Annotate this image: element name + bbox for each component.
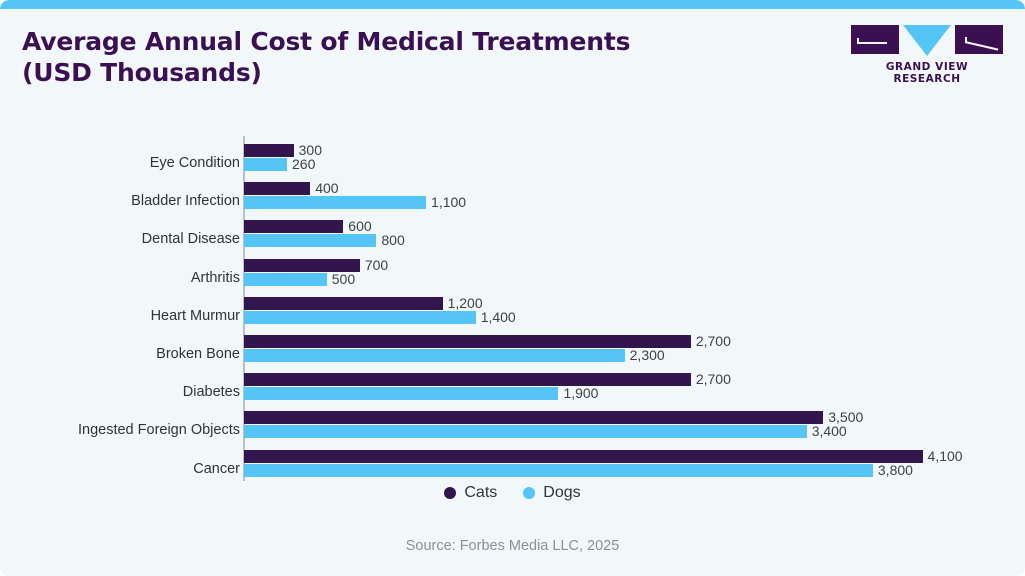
legend-label-cats: Cats <box>464 484 498 501</box>
bar-value-label: 3,500 <box>828 409 864 426</box>
bar-value-label: 600 <box>348 218 372 235</box>
bar-dogs-broken-bone[interactable] <box>244 349 625 362</box>
top-accent-bar <box>0 0 1025 9</box>
bar-value-label: 3,800 <box>877 461 913 478</box>
bar-value-label: 1,100 <box>431 194 467 211</box>
logo-left-tick <box>857 38 859 44</box>
logo-marks <box>851 25 1003 57</box>
page-title: Average Annual Cost of Medical Treatment… <box>22 27 631 87</box>
grand-view-research-logo: GRAND VIEW RESEARCH <box>851 25 1003 85</box>
legend-item-cats[interactable]: Cats <box>444 484 497 502</box>
bar-dogs-heart-murmur[interactable] <box>244 310 476 324</box>
legend-label-dogs: Dogs <box>543 484 581 501</box>
logo-wordmark: GRAND VIEW RESEARCH <box>885 61 969 85</box>
category-label: Ingested Foreign Objects <box>77 422 240 439</box>
bar-cats-diabetes[interactable] <box>244 373 691 387</box>
bar-value-label: 500 <box>331 270 356 287</box>
legend-item-dogs[interactable]: Dogs <box>523 484 581 502</box>
bar-dogs-arthritis[interactable] <box>244 272 327 286</box>
chart-legend: Cats Dogs <box>0 484 1025 502</box>
bar-dogs-eye-condition[interactable] <box>244 158 288 171</box>
category-label: Eye Condition <box>149 155 240 171</box>
bar-cats-arthritis[interactable] <box>244 258 360 272</box>
bar-value-label: 1,200 <box>447 294 483 311</box>
bar-value-label: 2,700 <box>695 371 731 388</box>
bar-cats-broken-bone[interactable] <box>244 335 691 348</box>
category-label: Dental Disease <box>141 231 240 248</box>
bar-dogs-ingested-foreign-objects[interactable] <box>244 425 807 439</box>
logo-block-right-icon <box>955 25 1003 54</box>
bar-cats-heart-murmur[interactable] <box>244 296 443 310</box>
bar-dogs-cancer[interactable] <box>244 463 873 477</box>
legend-dot-cats-icon <box>444 487 457 499</box>
bar-value-label: 2,700 <box>695 333 731 349</box>
bar-dogs-diabetes[interactable] <box>244 387 559 401</box>
bar-cats-bladder-infection[interactable] <box>244 182 311 196</box>
logo-right-tick <box>965 37 967 43</box>
bar-cats-eye-condition[interactable] <box>244 144 294 157</box>
category-label: Cancer <box>193 460 240 477</box>
logo-triangle-icon <box>903 25 951 56</box>
category-label: Heart Murmur <box>150 307 240 324</box>
category-label: Diabetes <box>182 384 240 401</box>
bar-value-label: 400 <box>315 180 339 197</box>
bar-value-label: 2,300 <box>629 347 665 363</box>
bar-cats-ingested-foreign-objects[interactable] <box>244 411 824 425</box>
bar-value-label: 800 <box>381 232 405 249</box>
legend-dot-dogs-icon <box>523 487 536 499</box>
bar-value-label: 4,100 <box>927 447 963 464</box>
logo-left-line <box>857 42 887 44</box>
source-note: Source: Forbes Media LLC, 2025 <box>405 538 620 554</box>
bar-value-label: 1,400 <box>480 308 516 325</box>
bar-cats-dental-disease[interactable] <box>244 220 344 234</box>
bar-cats-cancer[interactable] <box>244 449 923 463</box>
bar-value-label: 1,900 <box>563 385 599 402</box>
category-label: Arthritis <box>190 269 240 286</box>
bar-value-label: 300 <box>298 142 322 158</box>
category-label: Broken Bone <box>156 346 240 362</box>
category-label: Bladder Infection <box>131 193 240 210</box>
bar-value-label: 3,400 <box>811 423 847 440</box>
bar-dogs-dental-disease[interactable] <box>244 234 377 248</box>
bar-value-label: 700 <box>364 256 389 273</box>
logo-block-left-icon <box>851 25 899 54</box>
bar-value-label: 260 <box>292 156 316 172</box>
bar-dogs-bladder-infection[interactable] <box>244 196 427 210</box>
